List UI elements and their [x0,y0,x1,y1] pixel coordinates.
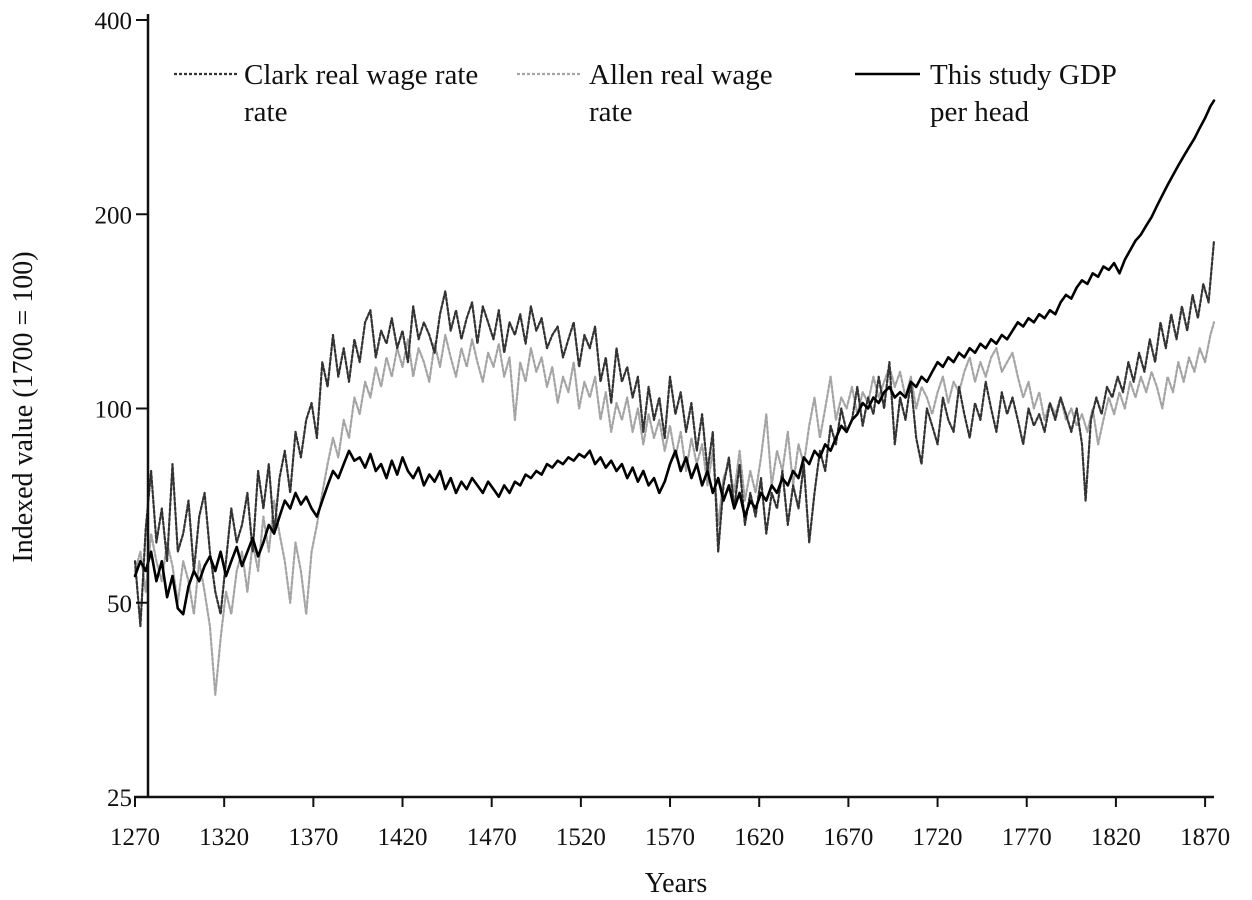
x-tick-label: 1520 [556,824,606,851]
legend-label-3: This study GDP [930,59,1117,91]
legend-label-3: per head [930,96,1030,128]
y-ticks: 25 50 100 200 400 [95,8,148,812]
legend: Clark real wage rate rate Allen real wage r… [174,59,1117,128]
y-tick-label: 200 [95,202,133,229]
x-tick-label: 1620 [734,824,784,851]
x-tick-label: 1270 [110,824,160,851]
y-axis-title: Indexed value (1700 = 100) [8,251,39,562]
x-tick-label: 1720 [913,824,963,851]
y-tick-label: 50 [107,591,132,618]
series-line-1 [133,239,1216,628]
y-tick-label: 25 [107,785,132,812]
legend-label-1: rate [244,96,287,128]
y-tick-label: 400 [95,8,133,35]
y-tick-label: 100 [95,397,133,424]
x-tick-label: 1570 [645,824,695,851]
x-tick-label: 1420 [378,824,428,851]
legend-label-2: rate [589,96,632,128]
x-ticks: 1270 1320 1370 1420 1470 1520 1570 1620 1670 1720… [110,797,1230,851]
plot-lines [133,99,1216,696]
x-tick-label: 1870 [1180,824,1230,851]
x-tick-label: 1820 [1091,824,1141,851]
x-tick-label: 1320 [199,824,249,851]
x-tick-label: 1770 [1002,824,1052,851]
x-tick-label: 1370 [288,824,338,851]
x-tick-label: 1670 [823,824,873,851]
series-line-2 [133,321,1216,696]
series-line-3 [133,99,1216,616]
legend-label-1: Clark real wage rate [244,59,478,91]
x-tick-label: 1470 [467,824,517,851]
x-axis-title: Years [645,868,708,899]
legend-label-2: Allen real wage [589,59,773,91]
